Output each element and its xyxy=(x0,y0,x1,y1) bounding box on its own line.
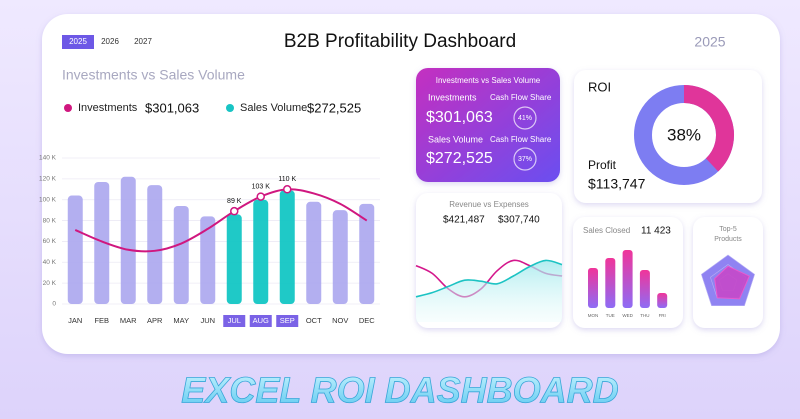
kpi-label: Sales Volume xyxy=(428,134,483,144)
bar xyxy=(253,199,269,304)
bar xyxy=(147,185,163,304)
bar xyxy=(605,258,616,308)
kpi-share-label: Cash Flow Share xyxy=(490,93,552,102)
y-tick-label: 80 K xyxy=(43,217,57,224)
series-total: $421,487 xyxy=(443,215,485,226)
bar xyxy=(279,190,295,304)
bar xyxy=(622,250,633,308)
bar xyxy=(657,293,668,308)
y-tick-label: 120 K xyxy=(39,176,57,183)
kpi-share-label: Cash Flow Share xyxy=(490,135,552,144)
legend-marker xyxy=(226,104,234,112)
line-point xyxy=(230,206,239,216)
data-label: 89 K xyxy=(227,198,242,205)
legend-total: $272,525 xyxy=(307,100,361,115)
chart-title: Investments vs Sales Volume xyxy=(62,67,245,83)
legend-marker xyxy=(64,104,72,112)
bar xyxy=(94,181,110,304)
kpi-share: 37% xyxy=(518,156,532,163)
series-total: $307,740 xyxy=(498,215,540,226)
chart-title: Revenue vs Expenses xyxy=(449,200,529,209)
line-point xyxy=(256,192,265,201)
legend-label: Sales Volume xyxy=(240,102,307,114)
year-display: 2025 xyxy=(694,34,725,50)
x-tick-label: JUN xyxy=(200,316,215,325)
bar xyxy=(120,176,136,304)
bar xyxy=(639,270,650,308)
x-tick-label: WED xyxy=(622,313,633,318)
kpi-share: 41% xyxy=(518,115,532,122)
y-tick-label: 100 K xyxy=(39,196,57,203)
year-tab[interactable]: 2027 xyxy=(134,37,152,46)
y-tick-label: 140 K xyxy=(39,155,57,162)
bar xyxy=(306,201,322,304)
year-tab[interactable]: 2026 xyxy=(101,37,119,46)
chart-total: 11 423 xyxy=(641,226,671,237)
bar xyxy=(67,195,83,304)
x-tick-label: FRI xyxy=(659,313,666,318)
bar xyxy=(200,216,216,304)
dashboard-title: B2B Profitability Dashboard xyxy=(284,31,516,52)
x-tick-label: MAR xyxy=(120,316,137,325)
x-tick-highlight xyxy=(249,315,272,327)
x-tick-highlight xyxy=(223,315,246,327)
kpi-title: Investments vs Sales Volume xyxy=(436,76,541,85)
bar xyxy=(588,268,598,308)
chart-title: Products xyxy=(714,236,742,243)
x-tick-highlight xyxy=(276,315,299,327)
x-tick-label: APR xyxy=(147,316,163,325)
line-point xyxy=(283,185,292,194)
x-tick-label: OCT xyxy=(306,316,322,325)
share-ring xyxy=(513,147,537,171)
x-tick-label: SEP xyxy=(280,316,295,325)
x-tick-label: MAY xyxy=(173,316,189,325)
data-label: 103 K xyxy=(252,183,271,190)
bar xyxy=(173,205,189,304)
y-tick-label: 0 xyxy=(52,301,56,308)
y-tick-label: 40 K xyxy=(43,259,57,266)
y-tick-label: 20 K xyxy=(43,280,57,287)
x-tick-label: MON xyxy=(588,313,599,318)
donut-segment xyxy=(683,85,734,172)
banner: EXCEL ROI DASHBOARD xyxy=(181,370,618,411)
chart-title: ROI xyxy=(588,79,611,94)
data-label: 110 K xyxy=(278,176,296,183)
x-tick-label: JUL xyxy=(228,316,241,325)
year-tab[interactable]: 2025 xyxy=(69,37,87,46)
bar xyxy=(226,214,242,304)
kpi-label: Investments xyxy=(428,92,477,102)
x-tick-label: NOV xyxy=(332,316,348,325)
chart-title: Top-5 xyxy=(719,226,737,233)
donut-label: 38% xyxy=(667,125,701,144)
x-tick-label: TUE xyxy=(606,313,615,318)
line xyxy=(74,188,368,253)
profit-label: Profit xyxy=(588,158,617,172)
x-tick-label: THU xyxy=(640,313,649,318)
kpi-amount: $272,525 xyxy=(426,150,493,167)
chart-title: Sales Closed xyxy=(583,226,630,235)
kpi-card xyxy=(416,68,560,182)
legend-total: $301,063 xyxy=(145,100,199,115)
bar xyxy=(359,203,375,304)
x-tick-label: JAN xyxy=(68,316,82,325)
line xyxy=(415,259,563,298)
y-tick-label: 60 K xyxy=(43,238,57,245)
radar-area xyxy=(714,265,750,300)
legend-label: Investments xyxy=(78,102,138,114)
year-tab-active[interactable] xyxy=(62,35,94,49)
kpi-amount: $301,063 xyxy=(426,109,493,126)
area xyxy=(416,260,562,322)
x-tick-label: AUG xyxy=(253,316,269,325)
x-tick-label: DEC xyxy=(359,316,375,325)
bar xyxy=(332,210,348,304)
x-tick-label: FEB xyxy=(94,316,109,325)
profit-value: $113,747 xyxy=(588,176,646,192)
share-ring xyxy=(513,106,537,130)
